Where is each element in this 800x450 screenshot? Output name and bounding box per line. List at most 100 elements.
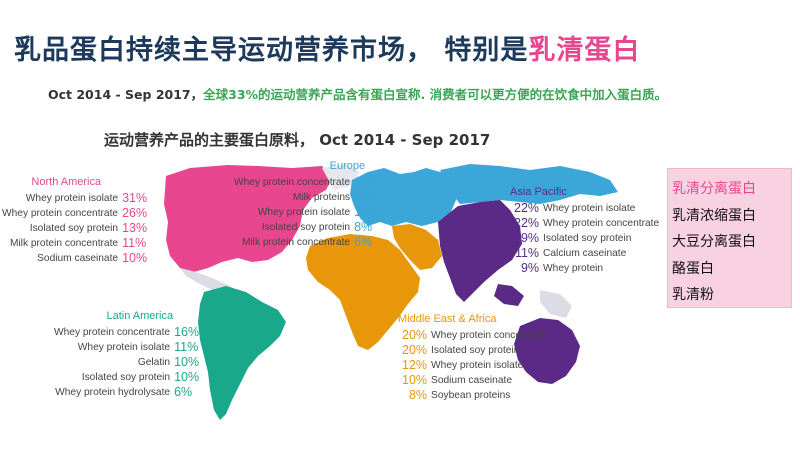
item-label: Calcium caseinate — [543, 248, 627, 259]
item-label: Whey protein concentrate — [234, 177, 351, 188]
latin-america-panel: Latin America Whey protein concentrate 16… — [54, 310, 203, 400]
list-item: 22% Whey protein concentrate — [510, 216, 659, 231]
north-america-shape — [164, 165, 332, 272]
list-item: 12% Whey protein isolate — [398, 358, 547, 373]
item-label: Milk protein concentrate — [9, 238, 119, 249]
list-item: Isolated soy protein 13% — [2, 221, 151, 236]
item-label: Whey protein concentrate — [431, 330, 548, 341]
legend-item: 大豆分离蛋白 — [672, 234, 756, 250]
list-item: Milk protein concentrate 11% — [2, 236, 151, 251]
item-label: Whey protein isolate — [431, 360, 524, 371]
title-main: 乳品蛋白持续主导运动营养市场， 特别是 — [14, 35, 529, 66]
subtitle-text: 全球33%的运动营养产品含有蛋白宣称. 消费者可以更方便的在饮食中加入蛋白质。 — [203, 87, 668, 102]
list-item: Whey protein concentrate 16% — [54, 325, 203, 340]
item-label: Whey protein isolate — [25, 193, 119, 204]
item-label: Whey protein hydrolysate — [55, 387, 171, 398]
list-item: 8% Soybean proteins — [398, 388, 547, 403]
item-pct: 10% — [174, 355, 200, 369]
legend-item: 酪蛋白 — [672, 260, 714, 277]
list-item: 9% Whey protein — [510, 261, 659, 276]
list-item: Milk proteins 15% — [234, 190, 383, 205]
legend-item: 乳清浓缩蛋白 — [672, 207, 756, 224]
greenland-shape — [322, 164, 360, 190]
list-item: Isolated soy protein 10% — [54, 370, 203, 385]
list-item: 22% Whey protein isolate — [510, 201, 659, 216]
item-label: Isolated soy protein — [431, 345, 520, 356]
list-item: Whey protein hydrolysate 6% — [54, 385, 203, 400]
item-pct: 12% — [402, 358, 428, 372]
item-label: Milk protein concentrate — [241, 237, 351, 248]
item-pct: 9% — [520, 261, 540, 275]
item-label: Whey protein concentrate — [54, 327, 171, 338]
item-pct: 8% — [354, 220, 373, 234]
asia-pacific-list: 22% Whey protein isolate 22% Whey protein … — [510, 201, 659, 276]
item-pct: 17% — [354, 175, 380, 189]
asia-pacific-panel: Asia Pacific 22% Whey protein isolate 22%… — [510, 186, 659, 276]
latin-america-title: Latin America — [106, 310, 174, 322]
list-item: 19% Isolated soy protein — [510, 231, 659, 246]
item-label: Isolated soy protein — [29, 223, 119, 234]
item-label: Gelatin — [137, 357, 171, 368]
item-pct: 19% — [514, 231, 540, 245]
list-item: Gelatin 10% — [54, 355, 203, 370]
list-item: 20% Whey protein concentrate — [398, 328, 547, 343]
item-pct: 20% — [402, 328, 428, 342]
europe-panel: Europe Whey protein concentrate 17% Milk … — [234, 160, 383, 250]
item-label: Soybean proteins — [431, 390, 511, 401]
legend-item: 乳清分离蛋白 — [672, 181, 756, 197]
europe-title: Europe — [329, 160, 366, 172]
item-label: Whey protein — [543, 263, 604, 274]
item-pct: 31% — [122, 191, 148, 205]
item-pct: 22% — [514, 216, 540, 230]
list-item: Whey protein isolate 11% — [54, 340, 203, 355]
item-pct: 22% — [514, 201, 540, 215]
north-america-list: Whey protein isolate 31% Whey protein con… — [2, 191, 151, 266]
latin-america-list: Whey protein concentrate 16% Whey protein… — [54, 325, 203, 400]
item-label: Whey protein concentrate — [543, 218, 660, 229]
se-asia-shape — [494, 284, 524, 306]
item-label: Sodium caseinate — [431, 375, 513, 386]
item-pct: 13% — [122, 221, 148, 235]
list-item: Sodium caseinate 10% — [2, 251, 151, 266]
list-item: Milk protein concentrate 6% — [234, 235, 383, 250]
item-label: Isolated soy protein — [543, 233, 632, 244]
item-pct: 20% — [402, 343, 428, 357]
list-item: Whey protein concentrate 17% — [234, 175, 383, 190]
north-asia-shape — [440, 164, 618, 204]
middle-east-africa-title: Middle East & Africa — [398, 313, 497, 325]
item-pct: 6% — [174, 385, 193, 399]
europe-list: Whey protein concentrate 17% Milk protein… — [234, 175, 383, 250]
item-pct: 26% — [122, 206, 148, 220]
north-america-title: North America — [31, 176, 102, 188]
title-highlight: 乳清蛋白 — [528, 35, 641, 66]
list-item: 11% Calcium caseinate — [510, 246, 659, 261]
slide-title: 乳品蛋白持续主导运动营养市场， 特别是乳清蛋白 — [14, 28, 640, 67]
item-label: Whey protein isolate — [257, 207, 351, 218]
pacific-islands-shape — [540, 290, 572, 318]
item-pct: 11% — [514, 246, 540, 260]
list-item: Whey protein concentrate 26% — [2, 206, 151, 221]
item-pct: 11% — [174, 340, 199, 354]
item-label: Isolated soy protein — [81, 372, 171, 383]
subtitle-period: Oct 2014 - Sep 2017， — [48, 87, 204, 102]
middle-east-shape — [392, 224, 442, 270]
item-label: Isolated soy protein — [261, 222, 351, 233]
item-pct: 6% — [354, 235, 373, 249]
middle-east-africa-panel: Middle East & Africa 20% Whey protein con… — [398, 313, 547, 403]
item-label: Whey protein concentrate — [2, 208, 119, 219]
item-pct: 11% — [122, 236, 147, 250]
map-title: 运动营养产品的主要蛋白原料， Oct 2014 - Sep 2017 — [104, 131, 491, 149]
item-label: Whey protein isolate — [543, 203, 636, 214]
asia-pacific-shape — [438, 200, 522, 302]
item-pct: 11% — [354, 205, 379, 219]
item-pct: 15% — [354, 190, 380, 204]
asia-pacific-title: Asia Pacific — [510, 186, 567, 198]
list-item: Whey protein isolate 31% — [2, 191, 151, 206]
item-pct: 10% — [122, 251, 148, 265]
item-pct: 10% — [174, 370, 200, 384]
europe-shape — [350, 168, 460, 226]
africa-shape — [306, 234, 420, 350]
latin-america-shape — [198, 286, 286, 420]
list-item: Whey protein isolate 11% — [234, 205, 383, 220]
